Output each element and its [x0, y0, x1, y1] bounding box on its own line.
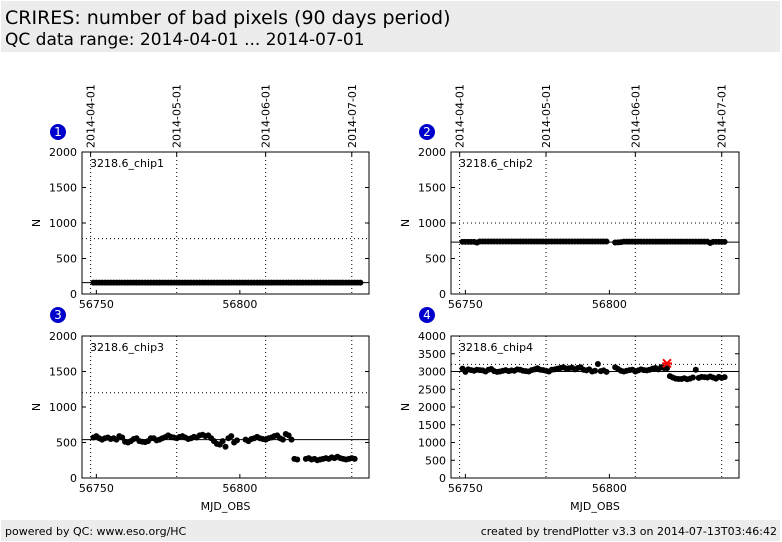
panel-4-plot-frame [450, 335, 740, 479]
panel-3-badge-number: 3 [54, 308, 62, 322]
panel-2-data-point [721, 238, 728, 245]
panel-2-y-tick-label: 1000 [418, 217, 446, 230]
panel-4-data-point [592, 367, 598, 374]
panel-4-y-axis-label: N [399, 403, 412, 411]
footer-powered-by: powered by QC: www.eso.org/HC [5, 525, 187, 538]
panel-1-y-axis-label: N [30, 219, 43, 227]
panel-1-top-date-label: 2014-05-01 [171, 84, 184, 148]
panel-1-x-tick-label: 56750 [79, 298, 114, 311]
panel-4-data-point [692, 366, 699, 373]
page-subtitle: QC data range: 2014-04-01 ... 2014-07-01 [5, 30, 365, 50]
panel-4-data-point [689, 374, 696, 381]
panel-4-y-tick-label: 0 [439, 472, 446, 485]
panel-1-badge-number: 1 [54, 125, 62, 139]
panel-2-top-date-label: 2014-04-01 [454, 84, 467, 148]
panel-1-y-tick-label: 2000 [49, 146, 77, 159]
panel-4-outlier-point [662, 358, 672, 369]
panel-3-data-point [233, 437, 240, 444]
panel-2-y-tick-label: 500 [425, 253, 446, 266]
panel-3-y-tick-label: 2000 [49, 330, 77, 343]
panel-3-x-axis-label: MJD_OBS [201, 500, 251, 513]
plots-canvas: 2014-04-01 2014-05-01 2014-06-01 2014-07-01… [30, 84, 740, 513]
panel-3-x-tick-label: 56800 [222, 482, 257, 495]
panel-2-x-tick-label: 56750 [448, 298, 483, 311]
panel-4-number-badge [419, 307, 435, 323]
panel-3-data-point [119, 434, 126, 441]
panel-2-badge-number: 2 [423, 125, 431, 139]
panel-1-data-point [357, 279, 364, 286]
panel-4-y-tick-label: 2500 [418, 383, 446, 396]
panel-4-y-tick-label: 500 [425, 454, 446, 467]
panel-2-y-tick-label: 1500 [418, 182, 446, 195]
panel-3-y-tick-label: 1500 [49, 366, 77, 379]
panel-3-data-point [288, 436, 295, 443]
panel-1-plot-frame [81, 151, 370, 295]
panel-3-data-point [228, 433, 235, 440]
panel-2-number-badge [419, 124, 435, 140]
panel-3-y-axis-label: N [30, 403, 43, 411]
panel-3-series-label: 3218.6_chip3 [90, 341, 164, 354]
panel-4-y-tick-label: 2000 [418, 401, 446, 414]
panel-3-data-point [279, 436, 286, 443]
panel-3-number-badge [50, 307, 66, 323]
panel-1-y-tick-label: 0 [70, 288, 77, 301]
panel-4-y-tick-label: 1500 [418, 419, 446, 432]
panel-4-x-axis-label: MJD_OBS [570, 500, 620, 513]
panel-3-data-point [351, 455, 358, 462]
panel-2-x-tick-label: 56800 [592, 298, 627, 311]
panel-2-y-tick-label: 0 [439, 288, 446, 301]
footer-bar: powered by QC: www.eso.org/HC created by… [1, 520, 780, 541]
panel-3-y-tick-label: 0 [70, 472, 77, 485]
panel-1-x-tick-label: 56800 [222, 298, 257, 311]
panel-3-data-point [222, 443, 229, 450]
panel-4-x-tick-label: 56750 [448, 482, 483, 495]
panel-4-data-point [721, 374, 728, 381]
panel-4-series-label: 3218.6_chip4 [459, 341, 533, 354]
panel-1-number-badge [50, 124, 66, 140]
panel-2-top-date-label: 2014-07-01 [716, 84, 729, 148]
panel-1-top-date-label: 2014-04-01 [85, 84, 98, 148]
panel-4-y-tick-label: 3000 [418, 366, 446, 379]
panel-4-y-tick-label: 3500 [418, 348, 446, 361]
header-bar: CRIRES: number of bad pixels (90 days pe… [1, 1, 780, 52]
panel-1-y-tick-label: 500 [56, 253, 77, 266]
panel-1-top-date-label: 2014-07-01 [346, 84, 359, 148]
panel-3-y-tick-label: 1000 [49, 401, 77, 414]
panel-2-y-tick-label: 2000 [418, 146, 446, 159]
panel-2-top-date-label: 2014-05-01 [540, 84, 553, 148]
panel-1-y-tick-label: 1500 [49, 182, 77, 195]
panel-1-top-date-label: 2014-06-01 [260, 84, 273, 148]
panel-2-y-axis-label: N [399, 219, 412, 227]
panel-4-y-tick-label: 1000 [418, 437, 446, 450]
panel-4-data-point [664, 365, 670, 372]
page-title: CRIRES: number of bad pixels (90 days pe… [5, 7, 451, 29]
panel-4-y-tick-label: 4000 [418, 330, 446, 343]
panel-4-data-point [594, 361, 601, 368]
panel-3-y-tick-label: 500 [56, 437, 77, 450]
panel-3-data-point [219, 438, 226, 445]
panel-3-data-point [294, 456, 301, 463]
panel-1-series-label: 3218.6_chip1 [90, 157, 164, 170]
panel-3-data-point [285, 432, 292, 439]
panel-2-top-date-label: 2014-06-01 [629, 84, 642, 148]
panel-4-badge-number: 4 [423, 308, 431, 322]
panel-2-series-label: 3218.6_chip2 [459, 157, 533, 170]
panel-2-data-point [603, 238, 610, 245]
panel-1-y-tick-label: 1000 [49, 217, 77, 230]
panel-4-data-point [603, 368, 610, 375]
panel-3-x-tick-label: 56750 [79, 482, 114, 495]
footer-created-by: created by trendPlotter v3.3 on 2014-07-… [480, 525, 777, 538]
panel-4-x-tick-label: 56800 [592, 482, 627, 495]
